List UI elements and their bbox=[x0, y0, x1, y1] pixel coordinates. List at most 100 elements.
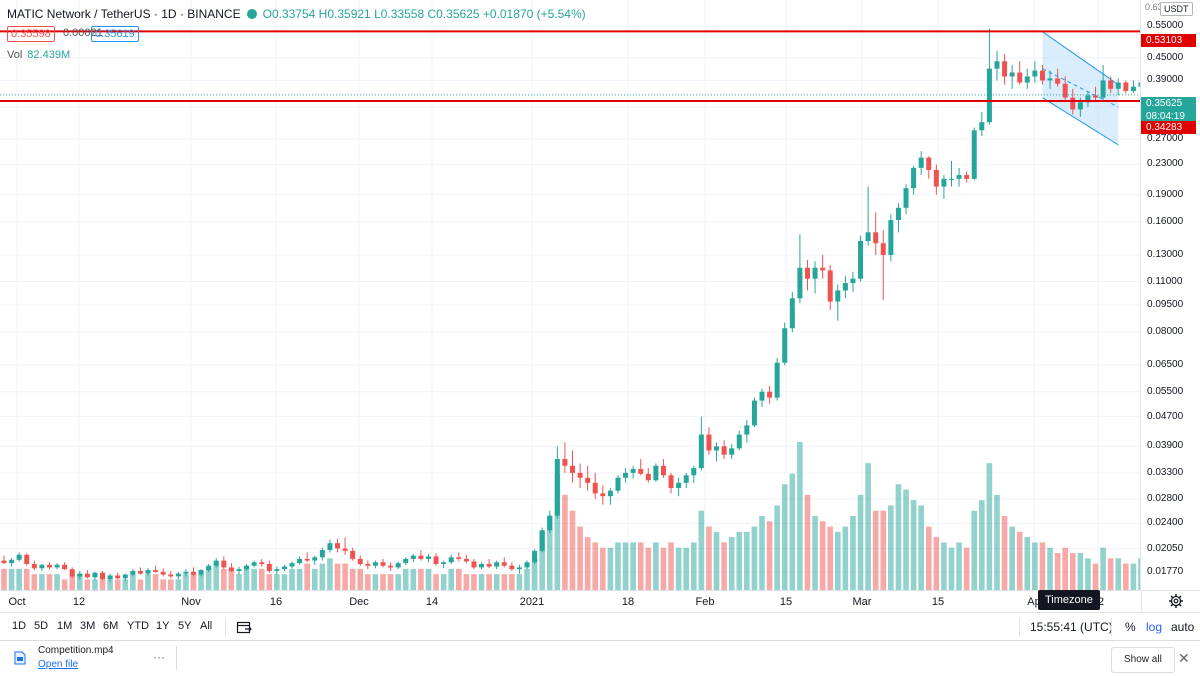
candle-body bbox=[1002, 61, 1008, 77]
clock-timezone-button[interactable]: 15:55:41 (UTC) bbox=[1030, 620, 1113, 634]
volume-bar bbox=[979, 500, 985, 590]
volume-bar bbox=[1085, 558, 1091, 590]
price-tick-label: 0.03900 bbox=[1147, 440, 1184, 452]
candle-body bbox=[9, 559, 15, 564]
volume-bar bbox=[342, 563, 348, 590]
volume-bar bbox=[456, 568, 462, 590]
ask-price-button[interactable]: 0.35619 bbox=[91, 26, 139, 42]
range-button-1y[interactable]: 1Y bbox=[156, 620, 170, 632]
candle-body bbox=[1123, 82, 1129, 91]
range-button-1m[interactable]: 1M bbox=[57, 620, 73, 632]
volume-bar bbox=[622, 542, 629, 590]
range-button-5y[interactable]: 5Y bbox=[178, 620, 192, 632]
volume-bar bbox=[933, 537, 940, 590]
volume-bar bbox=[842, 526, 849, 590]
volume-bar bbox=[721, 542, 727, 590]
volume-bar bbox=[872, 510, 879, 590]
candle-body bbox=[251, 562, 257, 566]
volume-bar bbox=[653, 542, 659, 590]
candle-body bbox=[820, 267, 826, 271]
volume-bar bbox=[683, 547, 689, 590]
range-button-3m[interactable]: 3M bbox=[80, 620, 96, 632]
candle-body bbox=[100, 572, 106, 580]
close-icon[interactable]: ✕ bbox=[1178, 650, 1190, 666]
volume-bar bbox=[228, 568, 235, 590]
more-options-icon[interactable]: ··· bbox=[153, 650, 165, 664]
log-scale-toggle[interactable]: log bbox=[1146, 620, 1163, 634]
candlestick-chart[interactable] bbox=[0, 0, 1140, 590]
price-tick-label: 0.08000 bbox=[1147, 326, 1184, 338]
symbol-title[interactable]: MATIC Network / TetherUS · 1D · BINANCE bbox=[7, 7, 241, 21]
candle-body bbox=[789, 298, 795, 329]
volume-bar bbox=[501, 574, 508, 590]
volume-bar bbox=[258, 568, 265, 590]
candle-body bbox=[1115, 82, 1121, 89]
volume-bar bbox=[77, 574, 83, 590]
resistance-price-label: 0.53103 bbox=[1141, 34, 1196, 47]
candle-body bbox=[1108, 80, 1114, 89]
range-button-1d[interactable]: 1D bbox=[12, 620, 27, 632]
price-tick-label: 0.11000 bbox=[1147, 275, 1183, 287]
chart-pane[interactable]: MATIC Network / TetherUS · 1D · BINANCE … bbox=[0, 0, 1140, 590]
volume-legend: Vol 82.439M bbox=[7, 49, 70, 61]
timezone-tooltip: Timezone bbox=[1038, 590, 1100, 610]
volume-bar bbox=[349, 568, 356, 590]
candle-body bbox=[107, 575, 113, 580]
volume-bar bbox=[380, 574, 386, 590]
volume-bar bbox=[516, 574, 523, 590]
candle-body bbox=[1085, 95, 1091, 103]
volume-bar bbox=[759, 516, 765, 590]
candle-body bbox=[122, 574, 128, 579]
range-button-6m[interactable]: 6M bbox=[103, 620, 119, 632]
candle-body bbox=[1100, 80, 1106, 98]
currency-button[interactable]: USDT bbox=[1160, 2, 1193, 16]
candle-body bbox=[335, 543, 341, 549]
range-button-all[interactable]: All bbox=[200, 620, 213, 632]
auto-scale-toggle[interactable]: auto bbox=[1171, 620, 1195, 634]
volume-bar bbox=[160, 579, 166, 590]
range-button-ytd[interactable]: YTD bbox=[127, 620, 149, 632]
range-button-5d[interactable]: 5D bbox=[34, 620, 49, 632]
volume-bar bbox=[1009, 526, 1015, 590]
open-file-link[interactable]: Open file bbox=[38, 659, 79, 670]
price-tick-label: 0.05500 bbox=[1147, 385, 1184, 397]
volume-bar bbox=[319, 563, 326, 590]
percent-scale-toggle[interactable]: % bbox=[1125, 620, 1136, 634]
volume-bar bbox=[918, 505, 924, 590]
candle-body bbox=[645, 473, 651, 481]
volume-bar bbox=[660, 547, 667, 590]
candle-body bbox=[1070, 97, 1076, 110]
volume-bar bbox=[296, 568, 303, 590]
time-label: 16 bbox=[269, 596, 283, 608]
gear-icon[interactable] bbox=[1142, 591, 1200, 613]
candle-body bbox=[532, 550, 538, 563]
candle-body bbox=[835, 290, 841, 302]
volume-bar bbox=[569, 510, 576, 590]
candle-body bbox=[281, 566, 287, 570]
volume-bar bbox=[1123, 563, 1129, 590]
candle-body bbox=[698, 434, 704, 469]
volume-bar bbox=[751, 526, 758, 590]
goto-date-icon[interactable] bbox=[236, 619, 252, 635]
bid-price-button[interactable]: 0.35598 bbox=[7, 26, 55, 42]
volume-bar bbox=[835, 531, 841, 590]
candle-body bbox=[691, 468, 697, 476]
price-scale[interactable]: 0.550000.450000.390000.330000.270000.230… bbox=[1140, 0, 1200, 590]
time-scale[interactable]: Oct 12 Nov 16 Dec 14 2021 18 Feb 15 Mar … bbox=[0, 590, 1140, 613]
time-label: Oct bbox=[8, 596, 26, 608]
candle-body bbox=[486, 563, 492, 567]
volume-bar bbox=[910, 500, 917, 590]
volume-bar bbox=[198, 574, 204, 590]
volume-bar bbox=[1100, 547, 1106, 590]
volume-bar bbox=[630, 542, 636, 590]
candle-body bbox=[804, 267, 810, 279]
candle-body bbox=[259, 562, 265, 564]
volume-bar bbox=[600, 547, 606, 590]
candle-body bbox=[244, 565, 250, 570]
candle-body bbox=[554, 459, 560, 516]
price-tick-label: 0.55000 bbox=[1147, 19, 1184, 31]
show-all-button[interactable]: Show all bbox=[1111, 647, 1175, 673]
candle-body bbox=[873, 232, 879, 244]
candle-body bbox=[592, 482, 598, 494]
volume-bar bbox=[1054, 553, 1061, 590]
